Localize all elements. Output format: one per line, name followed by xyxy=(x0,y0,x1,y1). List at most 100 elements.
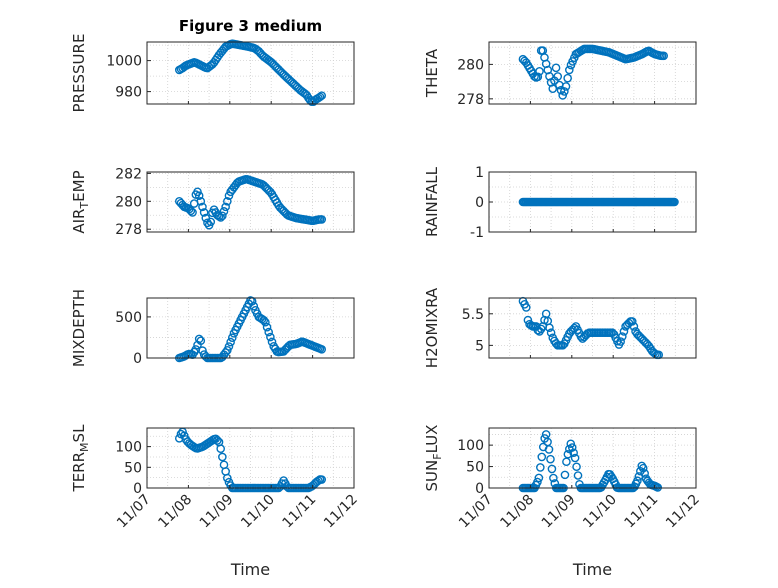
axes-box xyxy=(488,427,697,489)
data-point xyxy=(317,475,327,484)
data-point xyxy=(563,449,573,459)
data-point xyxy=(533,477,542,487)
data-point xyxy=(633,476,642,486)
ylabel-2: THETA xyxy=(423,48,441,98)
data-point xyxy=(659,51,669,61)
data-point xyxy=(223,473,232,483)
figure-title: Figure 3 medium xyxy=(179,17,322,35)
data-point xyxy=(213,436,222,445)
data-point xyxy=(640,469,649,478)
y-tick-label: 0 xyxy=(475,481,484,497)
ylabel-6: H2OMIXRA xyxy=(423,287,441,368)
y-tick-label: 278 xyxy=(457,92,484,108)
x-tick-label: 11/11 xyxy=(622,492,662,532)
axes-box xyxy=(488,297,697,359)
series-markers xyxy=(518,44,669,100)
x-tick-label: 11/11 xyxy=(280,492,320,532)
subplot-4: -1 0 1 RAINFALL xyxy=(423,165,697,241)
x-tick-label: 11/12 xyxy=(321,492,361,532)
x-tick-label: 11/10 xyxy=(580,492,620,532)
data-point xyxy=(545,323,554,332)
data-point xyxy=(618,332,627,341)
data-point xyxy=(558,91,567,100)
data-point xyxy=(638,463,648,473)
data-point xyxy=(629,322,639,331)
x-tick-label: 11/12 xyxy=(663,492,703,532)
data-point xyxy=(214,212,224,221)
data-point xyxy=(670,197,679,207)
y-tick-label: 282 xyxy=(115,166,142,182)
series-markers xyxy=(518,197,679,207)
y-tick-label: 0 xyxy=(475,195,484,211)
data-point xyxy=(572,462,581,472)
data-point xyxy=(261,317,270,327)
ylabel-7: TERRMSL xyxy=(70,424,91,493)
ylabel-1: PRESSURE xyxy=(70,34,88,113)
data-point xyxy=(219,207,229,216)
y-tick-label: -1 xyxy=(470,225,484,241)
axes-box xyxy=(146,427,355,489)
y-tick-label: 980 xyxy=(115,85,142,101)
data-point xyxy=(573,471,583,480)
y-tick-label: 50 xyxy=(466,460,484,476)
ylabel-8: SUNFLUX xyxy=(423,425,444,492)
axes-box xyxy=(146,171,355,233)
data-point xyxy=(193,187,202,197)
y-tick-label: 0 xyxy=(133,351,142,367)
x-tick-label: 11/09 xyxy=(539,492,579,532)
subplot-1: 980 1000 PRESSURE Figure 3 medium xyxy=(70,17,355,113)
y-tick-label: 5.5 xyxy=(462,307,484,323)
x-tick-label: 11/09 xyxy=(197,492,237,532)
data-point xyxy=(521,303,531,312)
y-tick-label: 5 xyxy=(475,338,484,354)
data-point xyxy=(546,328,556,338)
data-point xyxy=(262,322,272,332)
data-point xyxy=(534,473,544,483)
data-point xyxy=(227,333,237,343)
y-tick-label: 280 xyxy=(115,194,142,210)
data-point xyxy=(317,91,327,100)
subplot-3: 278 280 282 AIRTEMP xyxy=(70,166,355,238)
data-point xyxy=(553,72,563,81)
data-point xyxy=(223,197,232,206)
data-point xyxy=(560,470,570,480)
data-point xyxy=(536,463,545,472)
y-tick-label: 100 xyxy=(115,440,142,456)
data-point xyxy=(570,453,580,463)
data-point xyxy=(619,327,629,336)
data-point xyxy=(259,315,269,325)
x-axis-label: Time xyxy=(230,560,270,579)
axes-box xyxy=(146,41,355,105)
data-point xyxy=(186,206,196,216)
ylabel-4: RAINFALL xyxy=(423,166,441,237)
data-point xyxy=(551,63,561,73)
data-point xyxy=(560,87,569,96)
data-point xyxy=(194,334,204,344)
data-point xyxy=(317,215,327,224)
data-point xyxy=(569,448,578,458)
x-tick-label: 11/08 xyxy=(155,492,195,532)
data-point xyxy=(218,211,227,221)
series-markers xyxy=(518,296,664,360)
data-point xyxy=(199,208,209,217)
data-point xyxy=(223,346,232,355)
x-tick-label: 11/08 xyxy=(497,492,537,532)
data-point xyxy=(249,301,259,311)
data-point xyxy=(535,66,544,76)
y-tick-label: 1 xyxy=(475,165,484,181)
y-tick-label: 278 xyxy=(115,222,142,238)
data-point xyxy=(188,208,197,217)
data-point xyxy=(616,337,625,346)
data-point xyxy=(221,202,230,212)
series-markers xyxy=(174,174,327,230)
subplot-2: 278 280 THETA xyxy=(423,41,697,108)
x-tick-label: 11/10 xyxy=(238,492,278,532)
data-point xyxy=(546,454,555,464)
subplot-8: 0 50 100 11/07 11/08 11/09 11/10 11/11 11/12 Time… xyxy=(423,425,703,579)
data-point xyxy=(565,65,574,75)
data-point xyxy=(548,84,558,93)
y-tick-label: 0 xyxy=(133,481,142,497)
data-point xyxy=(218,452,227,462)
axes-box xyxy=(146,297,355,359)
